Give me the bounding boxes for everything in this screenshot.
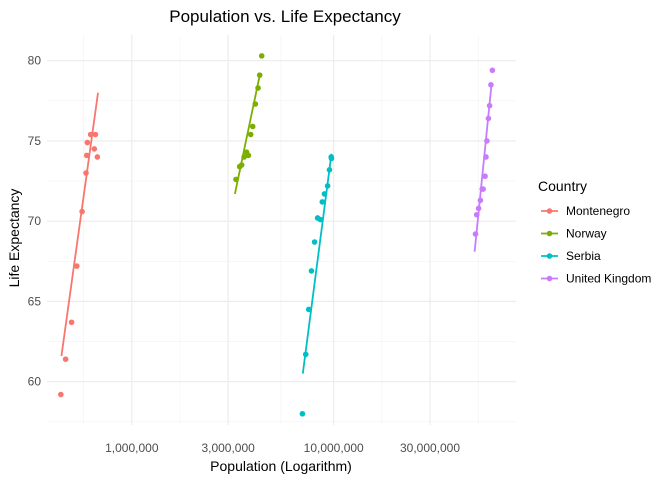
y-tick-label: 75 <box>28 134 42 148</box>
point-united-kingdom <box>489 67 496 74</box>
legend-label-serbia: Serbia <box>566 249 601 263</box>
legend-title: Country <box>538 178 587 194</box>
point-montenegro <box>83 152 90 159</box>
x-tick-label: 1,000,000 <box>105 441 159 455</box>
point-norway <box>249 123 256 130</box>
point-norway <box>241 154 247 160</box>
point-norway <box>238 162 245 168</box>
point-montenegro <box>94 154 101 160</box>
point-montenegro <box>84 139 91 146</box>
point-united-kingdom <box>486 102 493 109</box>
point-united-kingdom <box>485 115 492 122</box>
point-united-kingdom <box>475 205 482 212</box>
point-montenegro <box>74 263 80 269</box>
point-united-kingdom <box>480 186 486 192</box>
legend: Country Montenegro Norway Serbia United Kin… <box>538 178 651 286</box>
x-axis-title: Population (Logarithm) <box>210 458 352 474</box>
point-norway <box>245 152 252 159</box>
point-serbia <box>317 216 324 223</box>
y-tick-label: 60 <box>28 375 42 389</box>
point-montenegro <box>87 131 94 138</box>
fit-line-norway <box>234 73 261 195</box>
point-serbia <box>328 154 335 160</box>
point-united-kingdom <box>488 81 494 88</box>
axis-ticks: 1,000,000 3,000,000 10,000,000 30,000,000 60… <box>28 54 461 455</box>
point-montenegro <box>58 391 64 398</box>
legend-key-point-serbia <box>546 253 553 259</box>
point-serbia <box>305 306 312 313</box>
fit-line-serbia <box>301 153 333 374</box>
point-norway <box>258 53 265 59</box>
y-tick-label: 65 <box>28 294 42 308</box>
point-united-kingdom <box>484 138 490 144</box>
point-montenegro <box>92 131 99 138</box>
plot-marks <box>58 53 496 417</box>
point-serbia <box>311 239 318 245</box>
point-united-kingdom <box>483 154 489 160</box>
point-serbia <box>321 191 328 197</box>
point-united-kingdom <box>482 173 488 180</box>
point-serbia <box>308 268 315 274</box>
point-norway <box>233 176 239 183</box>
point-montenegro <box>68 319 75 326</box>
point-united-kingdom <box>477 197 484 204</box>
point-montenegro <box>62 356 69 362</box>
fit-line-montenegro <box>60 92 99 357</box>
point-montenegro <box>79 208 85 215</box>
legend-label-norway: Norway <box>566 227 607 241</box>
point-norway <box>252 101 259 107</box>
x-tick-label: 10,000,000 <box>304 441 364 455</box>
chart-title: Population vs. Life Expectancy <box>169 7 401 26</box>
point-norway <box>256 72 263 78</box>
point-norway <box>247 131 254 138</box>
y-axis-title: Life Expectancy <box>6 189 22 288</box>
point-serbia <box>324 183 331 189</box>
legend-label-montenegro: Montenegro <box>566 204 630 218</box>
point-serbia <box>326 167 333 173</box>
x-tick-label: 3,000,000 <box>201 441 255 455</box>
x-tick-label: 30,000,000 <box>400 441 460 455</box>
legend-key-point-norway <box>546 230 553 237</box>
y-tick-label: 70 <box>28 214 42 228</box>
legend-label-united-kingdom: United Kingdom <box>566 272 651 286</box>
point-serbia <box>299 410 306 417</box>
point-united-kingdom <box>473 211 480 218</box>
point-united-kingdom <box>472 231 479 237</box>
point-montenegro <box>83 170 89 176</box>
legend-key-point-united-kingdom <box>546 275 553 282</box>
fit-line-united-kingdom <box>473 83 493 252</box>
point-norway <box>255 85 261 91</box>
grid <box>47 35 516 425</box>
point-montenegro <box>91 146 98 152</box>
y-tick-label: 80 <box>28 54 42 68</box>
point-serbia <box>302 351 309 358</box>
legend-key-point-montenegro <box>546 208 553 214</box>
point-serbia <box>319 199 326 205</box>
